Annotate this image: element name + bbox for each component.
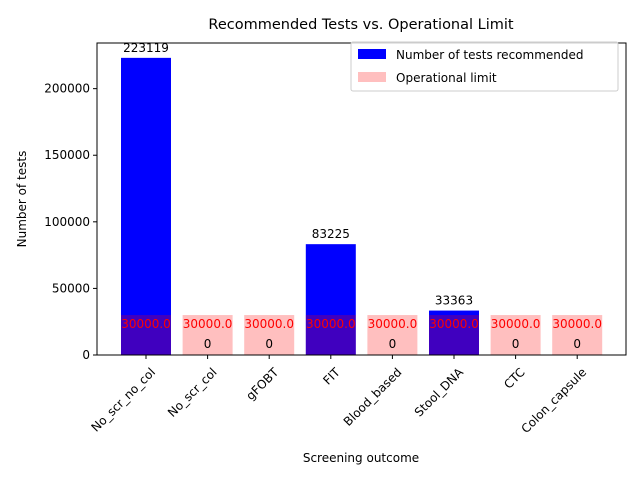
y-axis: 0 50000 100000 150000 200000: [44, 82, 97, 362]
bar-label-recommended-No_scr_no_col: 223119: [123, 41, 169, 55]
chart-title: Recommended Tests vs. Operational Limit: [208, 17, 514, 33]
bar-label-limit-No_scr_col: 30000.0: [183, 317, 233, 331]
bar-label-recommended-Blood_based: 0: [389, 337, 397, 351]
legend-swatch-recommended: [358, 49, 386, 59]
bar-limit-gFOBT: [244, 315, 295, 355]
bar-recommended-No_scr_no_col: [121, 57, 171, 355]
bar-label-recommended-Colon_capsule: 0: [573, 337, 581, 351]
x-axis-label: Screening outcome: [303, 451, 419, 465]
bar-limit-Blood_based: [367, 315, 418, 355]
x-tick-label-No_scr_no_col: No_scr_no_col: [89, 365, 159, 435]
x-axis: No_scr_no_col No_scr_col gFOBT FITBlood_bas…: [89, 355, 589, 436]
y-tick-label-100000: 100000: [44, 215, 90, 229]
bar-label-limit-CTC: 30000.0: [491, 317, 541, 331]
y-tick-label-0: 0: [82, 348, 90, 362]
bar-label-limit-Colon_capsule: 30000.0: [552, 317, 602, 331]
y-tick-label-150000: 150000: [44, 148, 90, 162]
y-axis-label: Number of tests: [15, 151, 29, 248]
bar-limit-No_scr_col: [182, 315, 233, 355]
limit-bars: [121, 315, 603, 355]
legend: Number of tests recommended Operational …: [350, 41, 619, 92]
x-tick-label-Stool_DNA: Stool_DNA: [412, 365, 467, 420]
x-tick-label-Colon_capsule: Colon_capsule: [518, 365, 589, 436]
bar-label-recommended-No_scr_col: 0: [204, 337, 212, 351]
bar-label-recommended-FIT: 83225: [312, 227, 350, 241]
bar-limit-Colon_capsule: [552, 315, 603, 355]
bar-recommended-FIT: [305, 244, 356, 355]
x-tick-label-Blood_based: Blood_based: [341, 365, 405, 429]
bar-label-limit-No_scr_no_col: 30000.0: [121, 317, 171, 331]
bar-recommended-Stool_DNA: [429, 310, 479, 355]
legend-box: [350, 41, 619, 92]
bar-labels: 223119 0 0 83225 0 33363 0 0 30000.0 30000.0 30000…: [121, 41, 602, 351]
legend-swatch-limit: [358, 72, 386, 82]
y-tick-label-200000: 200000: [44, 82, 90, 96]
bar-label-recommended-CTC: 0: [512, 337, 520, 351]
x-tick-label-FIT: FIT: [320, 365, 343, 388]
bar-limit-No_scr_no_col: [121, 315, 171, 355]
bar-label-recommended-Stool_DNA: 33363: [435, 294, 473, 308]
bar-label-recommended-gFOBT: 0: [265, 337, 273, 351]
legend-label-limit: Operational limit: [396, 71, 497, 85]
bar-limit-CTC: [490, 315, 541, 355]
bar-limit-FIT: [305, 315, 356, 355]
bar-label-limit-FIT: 30000.0: [306, 317, 356, 331]
bar-label-limit-gFOBT: 30000.0: [244, 317, 294, 331]
bar-label-limit-Stool_DNA: 30000.0: [429, 317, 479, 331]
x-tick-label-gFOBT: gFOBT: [243, 365, 281, 403]
y-tick-label-50000: 50000: [52, 281, 90, 295]
legend-label-recommended: Number of tests recommended: [396, 48, 584, 62]
x-tick-label-No_scr_col: No_scr_col: [165, 365, 220, 420]
x-tick-label-CTC: CTC: [501, 365, 527, 391]
bar-label-limit-Blood_based: 30000.0: [368, 317, 418, 331]
recommended-bars: [121, 57, 479, 355]
bar-limit-Stool_DNA: [429, 315, 479, 355]
